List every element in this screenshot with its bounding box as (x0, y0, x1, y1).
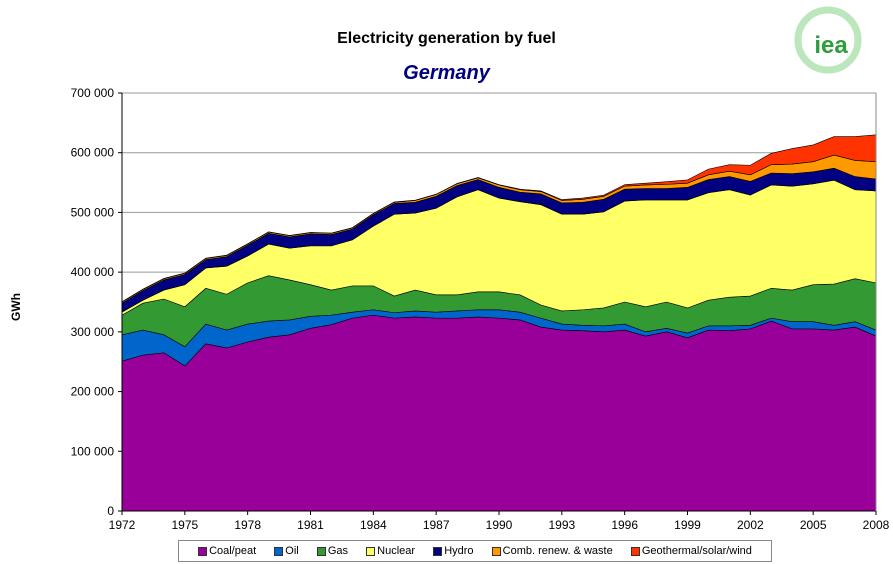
y-tick-label: 600 000 (71, 146, 115, 160)
y-tick-label: 200 000 (71, 385, 115, 399)
legend-item: Comb. renew. & waste (491, 545, 613, 557)
legend-label: Coal/peat (209, 545, 257, 557)
chart-title: Electricity generation by fuel (337, 30, 556, 47)
legend-swatch (630, 546, 640, 556)
x-tick-label: 2002 (737, 518, 764, 532)
x-tick-label: 1993 (548, 518, 575, 532)
x-tick-label: 1978 (234, 518, 261, 532)
x-tick-label: 2005 (800, 518, 827, 532)
legend-swatch (198, 546, 208, 556)
x-tick-label: 1972 (109, 518, 136, 532)
x-tick-label: 1996 (611, 518, 638, 532)
legend-swatch (433, 546, 443, 556)
iea-logo: iea (794, 6, 862, 74)
x-tick-label: 1981 (297, 518, 324, 532)
x-tick-label: 1975 (171, 518, 198, 532)
legend-item: Geothermal/solar/wind (630, 545, 752, 557)
legend-label: Hydro (444, 545, 474, 557)
legend-label: Nuclear (377, 545, 416, 557)
legend-label: Comb. renew. & waste (502, 545, 613, 557)
y-tick-label: 300 000 (71, 325, 115, 339)
x-tick-label: 1987 (423, 518, 450, 532)
legend-swatch (316, 546, 326, 556)
y-tick-label: 500 000 (71, 205, 115, 219)
legend-item: Hydro (433, 545, 474, 557)
legend-label: Oil (285, 545, 299, 557)
legend-item: Gas (316, 545, 349, 557)
y-tick-label: 400 000 (71, 265, 115, 279)
y-tick-label: 700 000 (71, 86, 115, 100)
legend-swatch (274, 546, 284, 556)
legend-label: Geothermal/solar/wind (641, 545, 752, 557)
legend-item: Oil (274, 545, 299, 557)
legend-label: Gas (327, 545, 349, 557)
x-tick-label: 1990 (486, 518, 513, 532)
x-tick-label: 2008 (863, 518, 890, 532)
y-tick-label: 0 (107, 504, 114, 518)
legend-swatch (491, 546, 501, 556)
svg-text:iea: iea (814, 32, 848, 59)
legend-item: Coal/peat (198, 545, 256, 557)
chart-subtitle: Germany (403, 62, 490, 84)
legend: Coal/peat Oil Gas Nuclear Hydro Comb. renew. … (178, 540, 772, 562)
y-tick-label: 100 000 (71, 444, 115, 458)
legend-item: Nuclear (366, 545, 415, 557)
legend-swatch (366, 546, 376, 556)
x-tick-label: 1999 (674, 518, 701, 532)
x-tick-label: 1984 (360, 518, 387, 532)
